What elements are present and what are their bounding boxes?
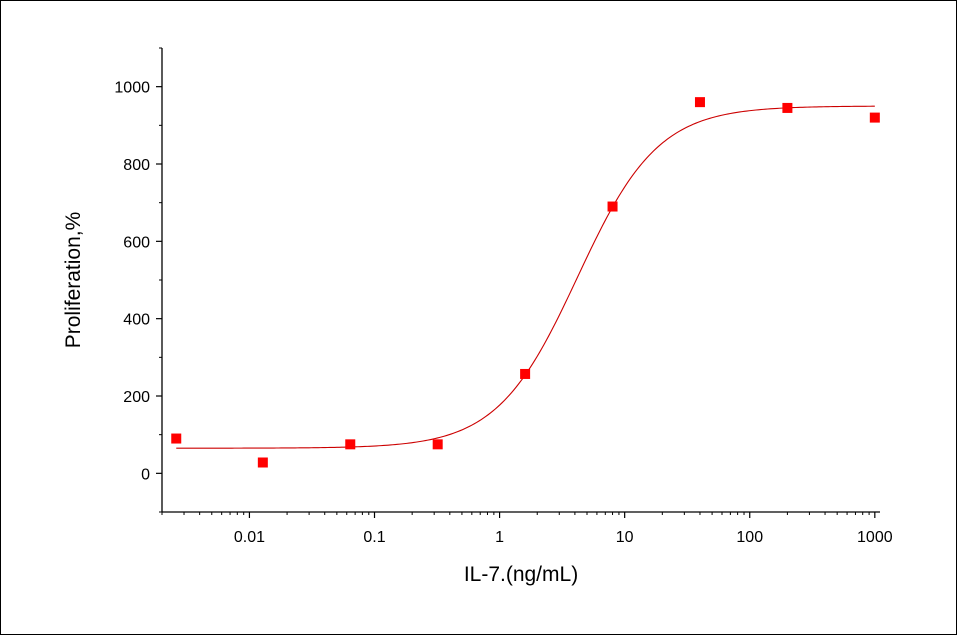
y-tick-label: 0 [141,466,150,483]
x-tick-label: 0.1 [363,529,385,546]
fit-curve [176,105,875,449]
data-point [869,112,880,123]
y-tick-label: 600 [123,234,150,251]
x-tick-label: 1 [495,529,504,546]
y-axis-title: Proliferation,% [62,212,85,349]
data-point [171,433,182,444]
x-axis-title: IL-7.(ng/mL) [464,563,578,586]
data-point [694,97,705,108]
data-point [432,439,443,450]
y-tick-label: 200 [123,389,150,406]
data-point [345,439,356,450]
y-tick-label: 1000 [114,80,150,97]
x-tick-label: 0.01 [234,529,265,546]
x-tick-label: 100 [736,529,763,546]
data-points [171,97,880,468]
x-tick-label: 10 [616,529,634,546]
data-point [520,368,531,379]
y-tick-label: 400 [123,312,150,329]
data-point [782,102,793,113]
data-point [257,457,268,468]
ticks [156,47,876,518]
x-tick-label: 1000 [857,529,893,546]
axes [161,48,880,513]
y-tick-label: 800 [123,157,150,174]
data-point [607,201,618,212]
tick-labels: 0 200 400 600 800 1000 0.01 0.1 1 10 100 1000 [114,80,892,546]
